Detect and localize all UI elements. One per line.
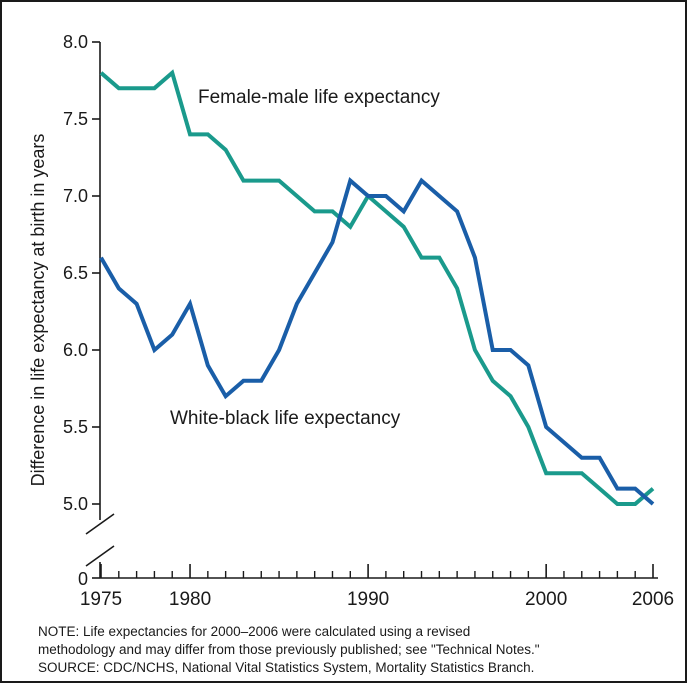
y-tick-label: 7.5 [63, 109, 88, 129]
axis-break-mark [85, 545, 115, 567]
y-tick-label: 5.0 [63, 494, 88, 514]
x-tick-label: 2000 [525, 589, 567, 610]
axis-break-mark [85, 513, 115, 535]
y-tick-label: 6.0 [63, 340, 88, 360]
y-tick-label: 8.0 [63, 32, 88, 52]
y-tick-label: 5.5 [63, 417, 88, 437]
x-tick-label: 2006 [632, 589, 674, 610]
note-line-1: NOTE: Life expectancies for 2000–2006 we… [38, 624, 470, 639]
source-line: SOURCE: CDC/NCHS, National Vital Statist… [38, 660, 534, 675]
y-tick-label: 7.0 [63, 186, 88, 206]
female-male-annotation: Female-male life expectancy [198, 87, 440, 108]
note-line-2: methodology and may differ from those pr… [38, 642, 540, 657]
series-line-female-male-life-expectancy [99, 69, 655, 506]
x-tick-label: 1990 [347, 589, 389, 610]
series-group [99, 69, 655, 506]
x-tick-label: 1980 [169, 589, 211, 610]
x-tick-label: 1975 [80, 589, 122, 610]
series-line-white-black-life-expectancy [99, 177, 655, 506]
y-axis-title: Difference in life expectancy at birth i… [28, 134, 48, 487]
white-black-annotation: White-black life expectancy [170, 408, 401, 429]
y-tick-label: 6.5 [63, 263, 88, 283]
y-tick-label-zero: 0 [78, 569, 88, 589]
